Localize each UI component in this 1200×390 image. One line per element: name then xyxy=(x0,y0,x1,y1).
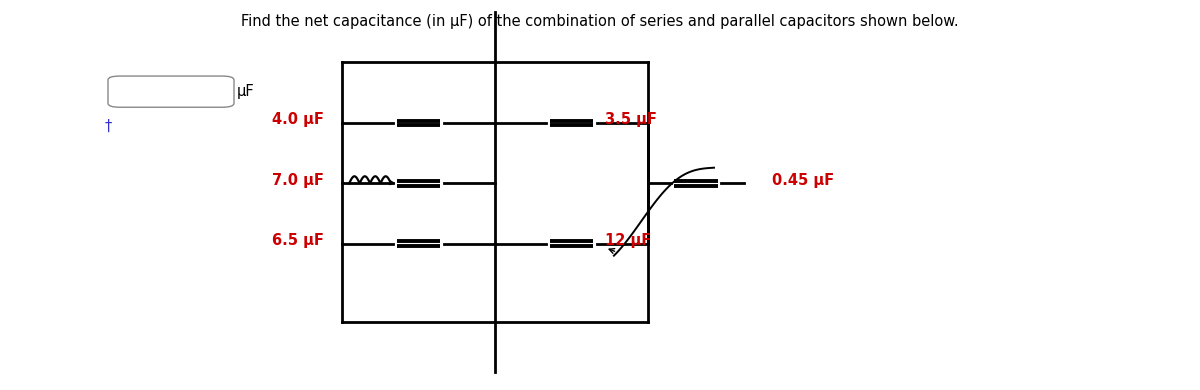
FancyBboxPatch shape xyxy=(108,76,234,107)
Text: 12 μF: 12 μF xyxy=(605,233,652,248)
Text: †: † xyxy=(104,119,112,134)
Text: 0.45 μF: 0.45 μF xyxy=(772,173,834,188)
Text: 6.5 μF: 6.5 μF xyxy=(272,233,324,248)
Text: Find the net capacitance (in μF) of the combination of series and parallel capac: Find the net capacitance (in μF) of the … xyxy=(241,14,959,28)
Text: μF: μF xyxy=(236,84,254,99)
Text: 4.0 μF: 4.0 μF xyxy=(272,112,324,127)
Text: 7.0 μF: 7.0 μF xyxy=(272,173,324,188)
Text: 3.5 μF: 3.5 μF xyxy=(605,112,656,127)
